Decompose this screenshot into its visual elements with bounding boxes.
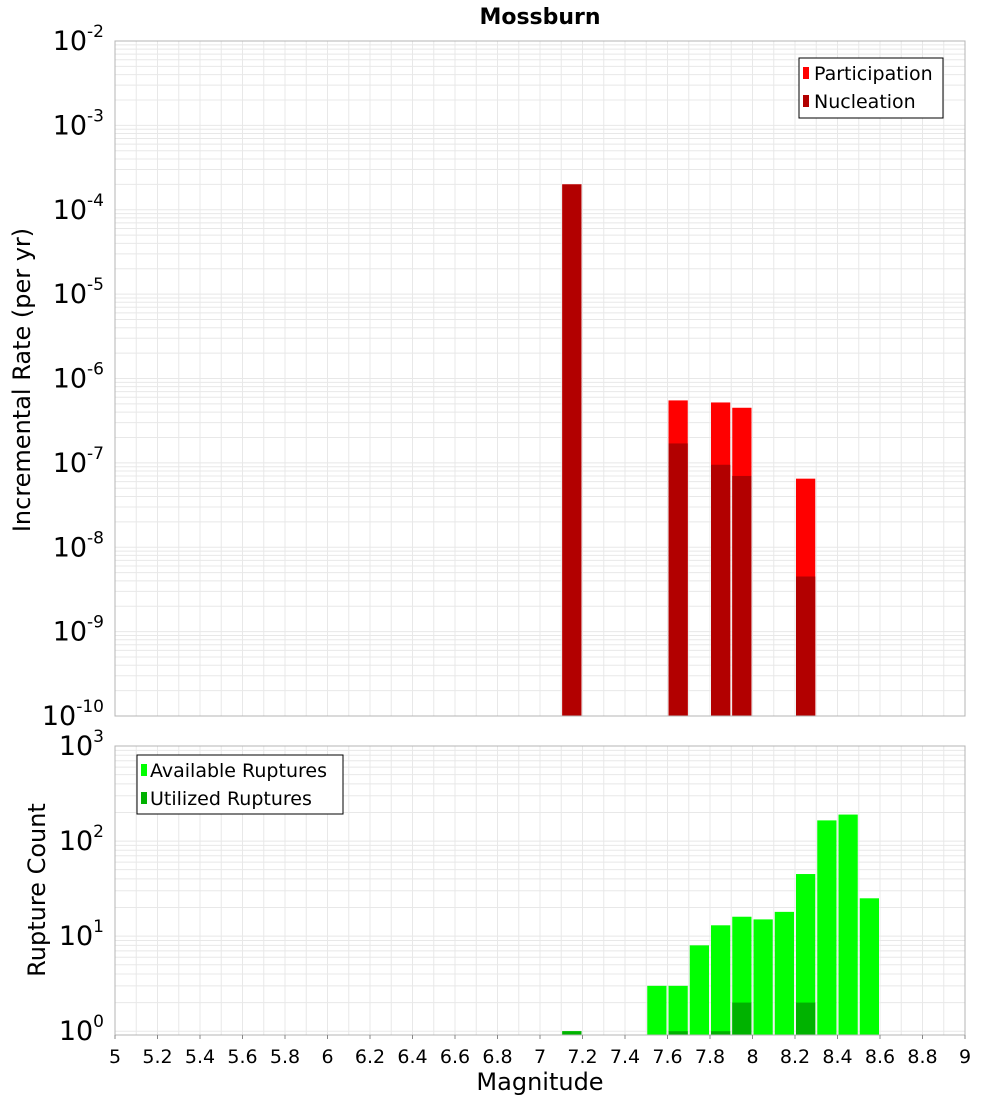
rate-y-tick-label: 10-5	[53, 275, 104, 310]
count-bar-available	[753, 919, 773, 1035]
rate-plot-grid	[114, 41, 966, 717]
count-y-tick-label: 101	[59, 917, 104, 952]
x-tick-label: 5.2	[142, 1046, 172, 1068]
count-bar-available	[796, 874, 816, 1035]
x-tick-label: 8	[746, 1046, 758, 1068]
count-y-tick-label: 102	[59, 822, 104, 857]
x-tick-label: 6.8	[482, 1046, 512, 1068]
count-legend-box	[136, 754, 344, 815]
count-legend: Available Ruptures Utilized Ruptures	[136, 754, 344, 815]
rate-y-tick-label: 10-9	[53, 613, 104, 648]
rate-legend-box	[798, 57, 944, 119]
count-bar-available	[647, 985, 667, 1035]
count-y-tick-label: 103	[59, 727, 104, 762]
count-bar-available	[774, 911, 794, 1035]
rate-y-tick-label: 10-8	[53, 528, 104, 563]
rate-y-tick-label: 10-4	[53, 191, 104, 226]
rate-y-tick-label: 10-7	[53, 444, 104, 479]
count-bar-utilized	[668, 1031, 688, 1035]
x-tick-label: 5.4	[185, 1046, 215, 1068]
x-tick-label: 9	[959, 1046, 971, 1068]
rate-y-tick-label: 10-2	[53, 22, 104, 57]
rate-bar-nucleation	[668, 443, 688, 716]
x-tick-label: 7.2	[567, 1046, 597, 1068]
x-tick-label: 8.8	[907, 1046, 937, 1068]
rate-plot: 10-10 10-9 10-8 10-7 10-6 10-5 10-4 10-3 10-2 In…	[8, 22, 966, 732]
rate-bar-nucleation	[732, 475, 752, 716]
x-tick-label: 5	[109, 1046, 121, 1068]
rate-y-tick-label: 10-6	[53, 360, 104, 395]
count-bar-available	[859, 898, 879, 1035]
rate-plot-frame	[114, 40, 966, 717]
count-bar-utilized	[711, 1031, 731, 1035]
x-tick-label: 8.2	[780, 1046, 810, 1068]
x-tick-label: 6	[321, 1046, 333, 1068]
count-bar-available	[838, 814, 858, 1035]
available-legend-label: Available Ruptures	[150, 760, 327, 782]
rate-plot-y-ticks: 10-10 10-9 10-8 10-7 10-6 10-5 10-4 10-3 10-2	[42, 22, 104, 732]
x-tick-label: 7.6	[652, 1046, 682, 1068]
rate-y-tick-label: 10-10	[42, 697, 104, 732]
utilized-legend-swatch	[141, 792, 147, 804]
rate-bar-nucleation	[796, 576, 816, 716]
available-legend-swatch	[141, 764, 147, 776]
x-tick-label: 6.6	[440, 1046, 470, 1068]
count-bar-utilized	[732, 1002, 752, 1035]
count-bar-available	[711, 925, 731, 1035]
rate-plot-bars	[562, 184, 816, 717]
count-y-axis-label: Rupture Count	[23, 803, 51, 977]
x-tick-label: 6.2	[355, 1046, 385, 1068]
x-tick-label: 8.6	[865, 1046, 895, 1068]
x-tick-label: 6.4	[397, 1046, 427, 1068]
count-plot-x-ticks: 5 5.2 5.4 5.6 5.8 6 6.2 6.4 6.6 6.8 7 7.2 7.4 7.6 7.8 8…	[109, 1035, 971, 1068]
count-plot-y-ticks: 100 101 102 103	[59, 727, 104, 1047]
x-tick-label: 8.4	[822, 1046, 852, 1068]
participation-legend-label: Participation	[814, 63, 933, 85]
rate-legend: Participation Nucleation	[798, 57, 944, 119]
x-tick-label: 5.6	[227, 1046, 257, 1068]
rate-bar-nucleation	[711, 464, 731, 716]
count-bar-available	[668, 985, 688, 1035]
rate-y-axis-label: Incremental Rate (per yr)	[8, 228, 36, 532]
rate-bar-nucleation	[562, 184, 582, 717]
x-axis-label: Magnitude	[476, 1068, 603, 1096]
nucleation-legend-label: Nucleation	[814, 91, 916, 113]
x-tick-label: 7.8	[695, 1046, 725, 1068]
count-plot: 100 101 102 103 5 5.2 5.4 5.6 5.8 6 6.2 6.4 6.6 6.8 7…	[23, 727, 971, 1096]
x-tick-label: 7.4	[610, 1046, 640, 1068]
utilized-legend-label: Utilized Ruptures	[150, 788, 312, 810]
nucleation-legend-swatch	[803, 95, 809, 107]
count-bar-available	[689, 945, 709, 1035]
count-bar-utilized	[796, 1002, 816, 1035]
count-bar-available	[817, 820, 837, 1035]
x-tick-label: 7	[534, 1046, 546, 1068]
count-bar-utilized	[562, 1031, 582, 1035]
count-plot-bars	[562, 814, 879, 1035]
count-y-tick-label: 100	[59, 1012, 104, 1047]
rate-y-tick-label: 10-3	[53, 106, 104, 141]
x-tick-label: 5.8	[270, 1046, 300, 1068]
chart-title: Mossburn	[479, 5, 600, 30]
participation-legend-swatch	[803, 67, 809, 79]
